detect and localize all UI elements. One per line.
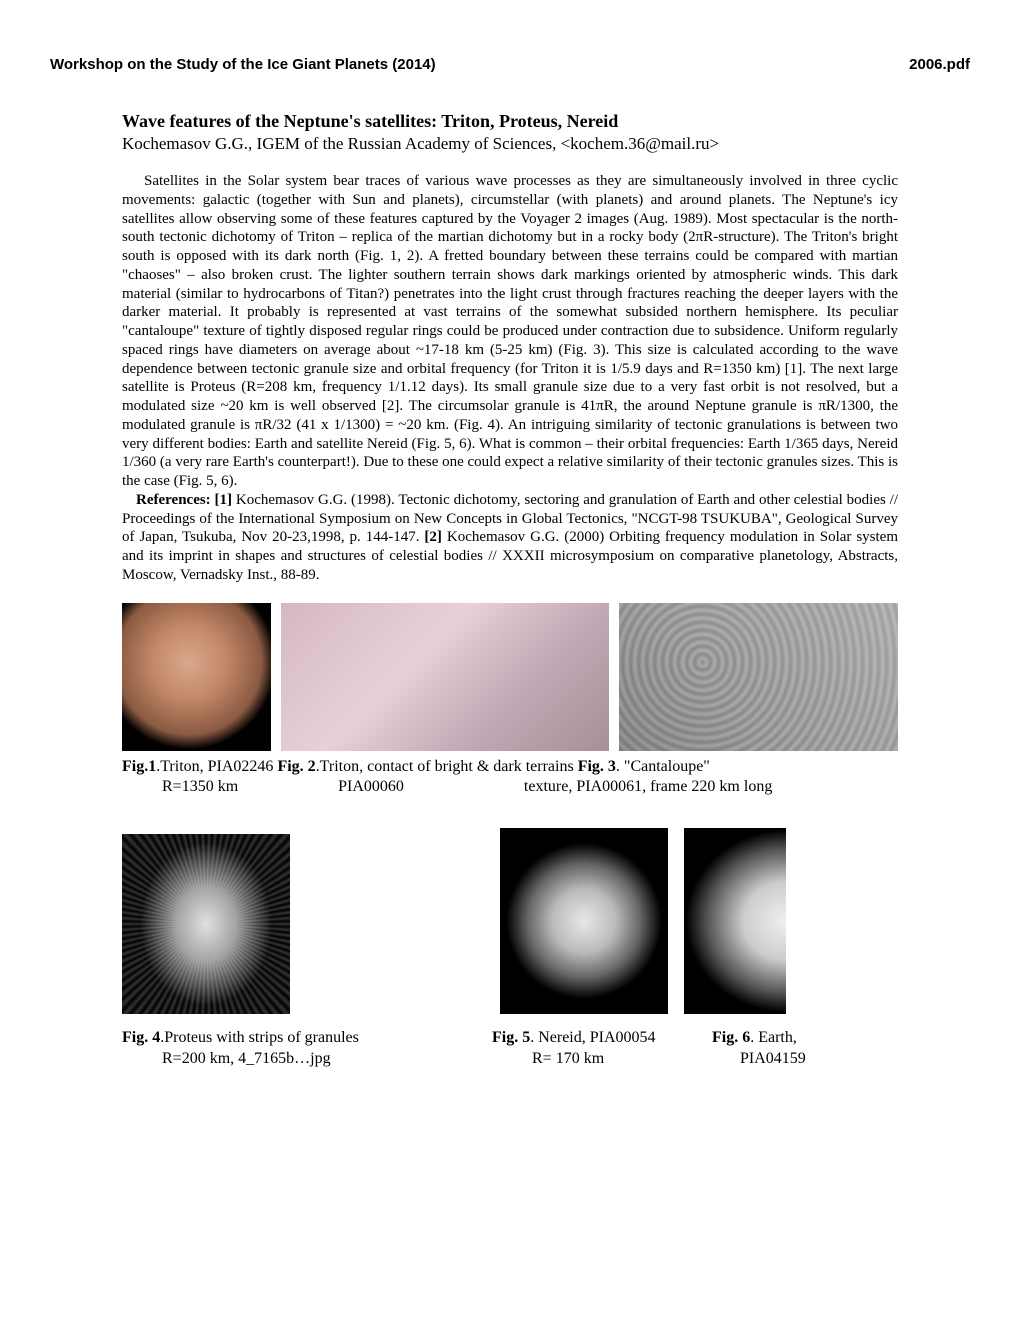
figure-6-image <box>684 828 786 1014</box>
ref2-label: [2] <box>424 529 442 545</box>
header-right: 2006.pdf <box>909 56 970 73</box>
references: References: [1] Kochemasov G.G. (1998). … <box>122 491 898 585</box>
fig2-text: .Triton, contact of bright & dark terrai… <box>316 758 578 775</box>
fig2-label: Fig. 2 <box>277 758 315 775</box>
figures-row-1 <box>122 603 898 751</box>
fig5-caption: Fig. 5. Nereid, PIA00054 <box>492 1028 712 1049</box>
figure-5-image <box>500 828 668 1014</box>
fig5-sub: R= 170 km <box>492 1049 712 1070</box>
caption-row1-line2: R=1350 km PIA00060 texture, PIA00061, fr… <box>122 778 772 795</box>
caption-line-2: R=1350 km PIA00060 texture, PIA00061, fr… <box>122 777 898 798</box>
paper-title: Wave features of the Neptune's satellite… <box>122 111 898 132</box>
fig5-label: Fig. 5 <box>492 1029 530 1046</box>
fig1-text: .Triton, PIA02246 <box>156 758 277 775</box>
caption2-line1: Fig. 4.Proteus with strips of granules F… <box>122 1028 898 1049</box>
content-area: Wave features of the Neptune's satellite… <box>50 111 970 1070</box>
fig5-text: . Nereid, PIA00054 <box>530 1029 655 1046</box>
fig3-text: . "Cantaloupe" <box>616 758 710 775</box>
figure-2-image <box>281 603 609 751</box>
ref1-label: References: [1] <box>136 492 232 508</box>
fig6-sub: PIA04159 <box>712 1049 898 1070</box>
fig3-label: Fig. 3 <box>578 758 616 775</box>
captions-row-2: Fig. 4.Proteus with strips of granules F… <box>122 1028 898 1070</box>
fig1-label: Fig.1 <box>122 758 156 775</box>
body-text: Satellites in the Solar system bear trac… <box>122 172 898 585</box>
fig6-caption: Fig. 6. Earth, <box>712 1028 898 1049</box>
paragraph-1: Satellites in the Solar system bear trac… <box>122 172 898 491</box>
fig6-text: . Earth, <box>750 1029 797 1046</box>
author-line: Kochemasov G.G., IGEM of the Russian Aca… <box>122 134 898 154</box>
fig4-sub: R=200 km, 4_7165b…jpg <box>122 1049 492 1070</box>
caption-line-1: Fig.1.Triton, PIA02246 Fig. 2.Triton, co… <box>122 757 898 778</box>
fig4-caption: Fig. 4.Proteus with strips of granules <box>122 1028 492 1049</box>
fig4-label: Fig. 4 <box>122 1029 160 1046</box>
fig6-label: Fig. 6 <box>712 1029 750 1046</box>
caption2-line2: R=200 km, 4_7165b…jpg R= 170 km PIA04159 <box>122 1049 898 1070</box>
figure-1-image <box>122 603 271 751</box>
figures-row-2 <box>122 828 898 1014</box>
page-header: Workshop on the Study of the Ice Giant P… <box>50 56 970 73</box>
header-left: Workshop on the Study of the Ice Giant P… <box>50 56 436 73</box>
fig4-text: .Proteus with strips of granules <box>160 1029 359 1046</box>
figure-4-image <box>122 834 290 1014</box>
captions-row-1: Fig.1.Triton, PIA02246 Fig. 2.Triton, co… <box>122 757 898 799</box>
figure-3-image <box>619 603 898 751</box>
